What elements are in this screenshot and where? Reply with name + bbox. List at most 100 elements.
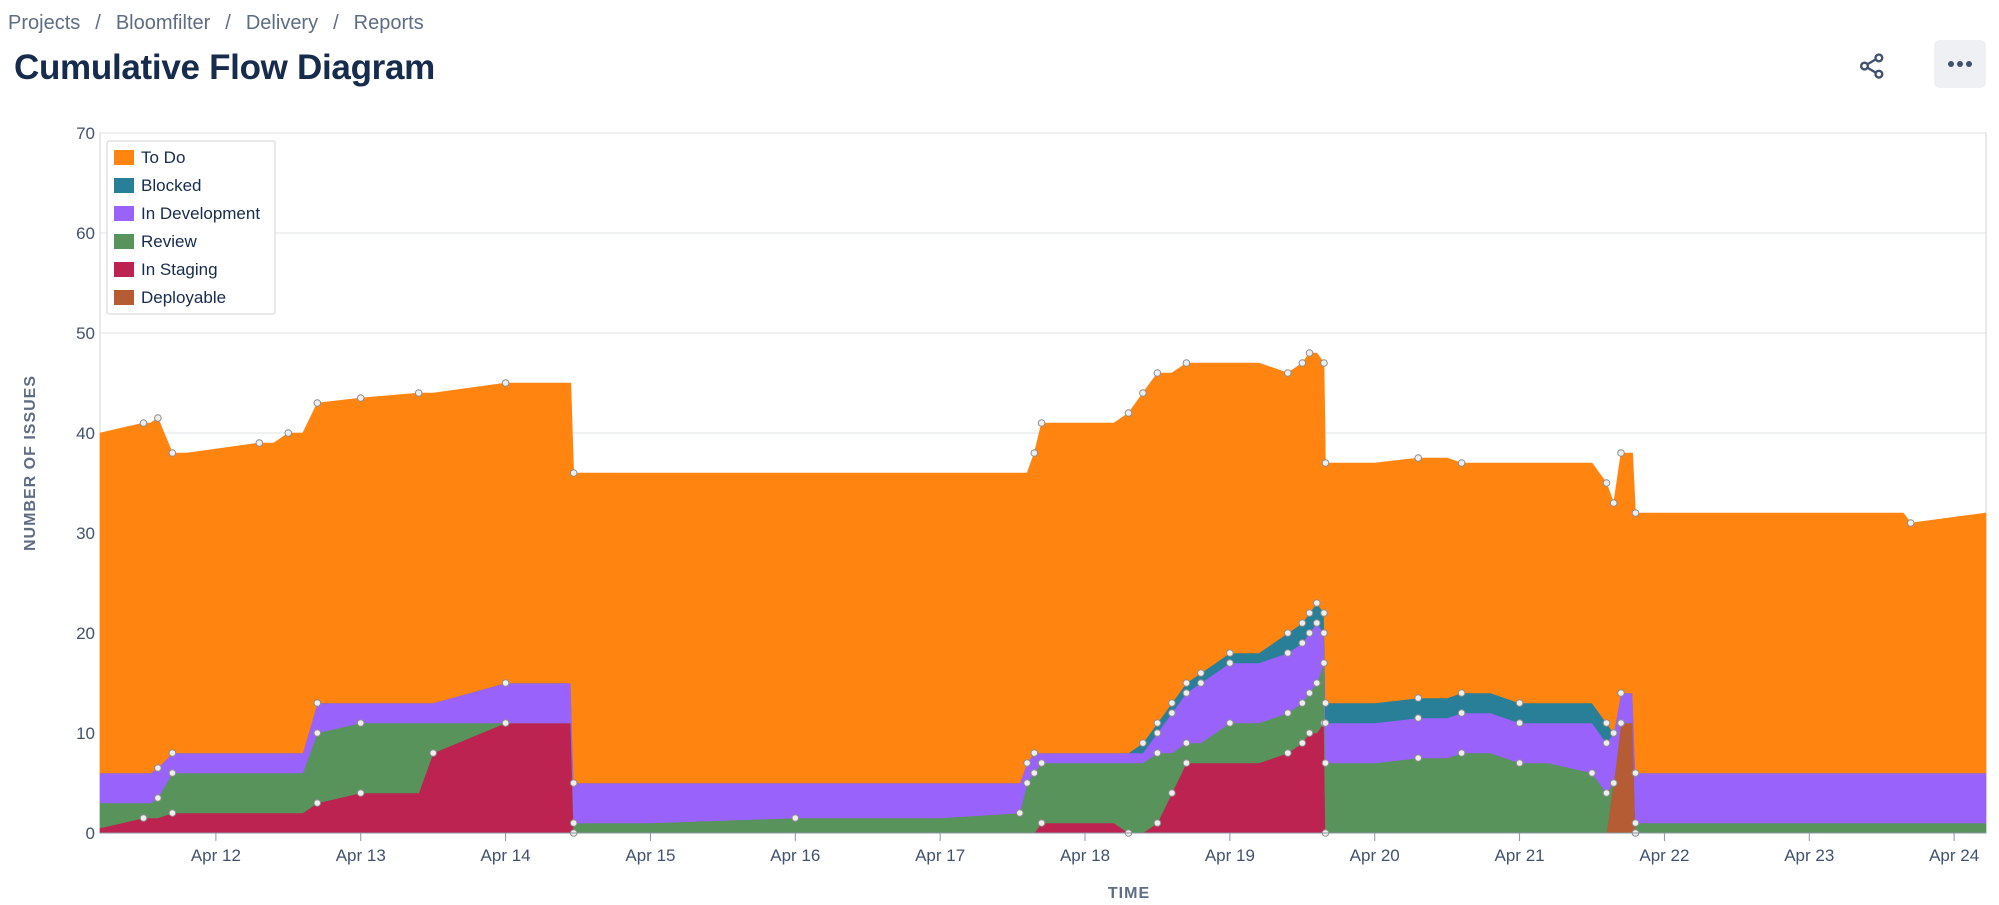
data-point [1182,679,1191,687]
data-point [501,379,510,387]
data-point [1030,749,1039,757]
data-point [1609,729,1618,737]
data-point [1197,669,1205,677]
data-point [1153,749,1162,757]
data-point [1631,819,1640,827]
data-point [168,449,177,457]
data-point [569,819,578,827]
legend-swatch [114,150,134,165]
data-point [1321,759,1330,767]
data-point [313,399,322,407]
breadcrumb-delivery[interactable]: Delivery [245,12,319,34]
breadcrumb-reports[interactable]: Reports [353,12,424,34]
breadcrumb-separator: / [225,12,231,34]
data-point [1139,389,1147,397]
data-point [1906,519,1915,527]
data-point [313,699,322,707]
data-point [1320,359,1328,367]
data-point [1284,369,1292,377]
data-point [1457,459,1466,467]
data-point [1153,729,1162,737]
data-point [1305,689,1314,697]
data-point [1313,679,1321,687]
data-point [1305,349,1314,357]
data-point [1298,699,1307,707]
data-point [1298,639,1307,647]
x-tick-label: Apr 12 [191,846,241,865]
breadcrumb-bloomfilter[interactable]: Bloomfilter [115,12,211,34]
more-actions-button[interactable] [1934,40,1986,88]
data-point [501,679,510,687]
data-point [1153,369,1162,377]
data-point [1321,699,1330,707]
legend-label: Deployable [141,288,226,307]
share-icon [1859,53,1884,79]
data-point [1631,769,1640,777]
data-point [1617,689,1625,697]
data-point [1168,789,1176,797]
data-point [1030,769,1039,777]
data-point [569,779,578,787]
breadcrumb-projects[interactable]: Projects [8,12,81,34]
data-point [1182,739,1191,747]
data-point [1305,609,1314,617]
data-point [168,749,177,757]
share-button[interactable] [1847,44,1897,88]
legend-box [106,140,276,315]
data-point [1023,759,1031,767]
data-point [1414,694,1422,702]
data-point [1414,454,1422,462]
y-tick-label: 40 [76,424,95,443]
data-point [1284,749,1292,757]
x-tick-label: Apr 18 [1060,846,1110,865]
data-point [1168,709,1176,717]
y-tick-label: 10 [76,724,95,743]
x-axis-title: TIME [1108,885,1150,902]
data-point [1197,679,1205,687]
page-title: Cumulative Flow Diagram [14,48,435,87]
x-tick-label: Apr 16 [770,846,820,865]
data-point [1037,759,1046,767]
area-layer [99,352,1987,834]
data-point [1284,629,1292,637]
data-point [1602,789,1611,797]
data-point [154,764,162,772]
data-point [1298,739,1307,747]
x-tick-label: Apr 17 [915,846,965,865]
data-point [1617,719,1625,727]
legend-swatch [114,290,134,305]
data-point [1305,629,1314,637]
x-tick-label: Apr 22 [1639,846,1689,865]
y-tick-label: 60 [76,224,95,243]
data-point [1023,779,1031,787]
data-point [1284,709,1292,717]
x-tick-label: Apr 14 [481,846,531,865]
data-point [154,794,162,802]
data-point [1182,689,1191,697]
series-area [99,352,1987,784]
y-axis-title: NUMBER OF ISSUES [22,375,39,551]
data-point [1037,419,1046,427]
data-point [1588,769,1596,777]
data-point [1631,509,1640,517]
legend-label: Blocked [141,176,201,195]
x-tick-label: Apr 15 [625,846,675,865]
data-point [1321,719,1330,727]
data-point [1153,719,1162,727]
data-point [1414,754,1422,762]
data-point [1139,739,1147,747]
data-point [429,749,438,757]
data-point [1305,729,1314,737]
data-point [1182,759,1191,767]
data-point [168,769,177,777]
x-tick-label: Apr 20 [1350,846,1400,865]
data-point [313,799,322,807]
data-point [1515,719,1524,727]
data-point [1226,719,1234,727]
data-point [284,429,293,437]
data-point [1617,449,1625,457]
data-point [1609,499,1618,507]
legend-swatch [114,178,134,193]
data-point [1602,739,1611,747]
